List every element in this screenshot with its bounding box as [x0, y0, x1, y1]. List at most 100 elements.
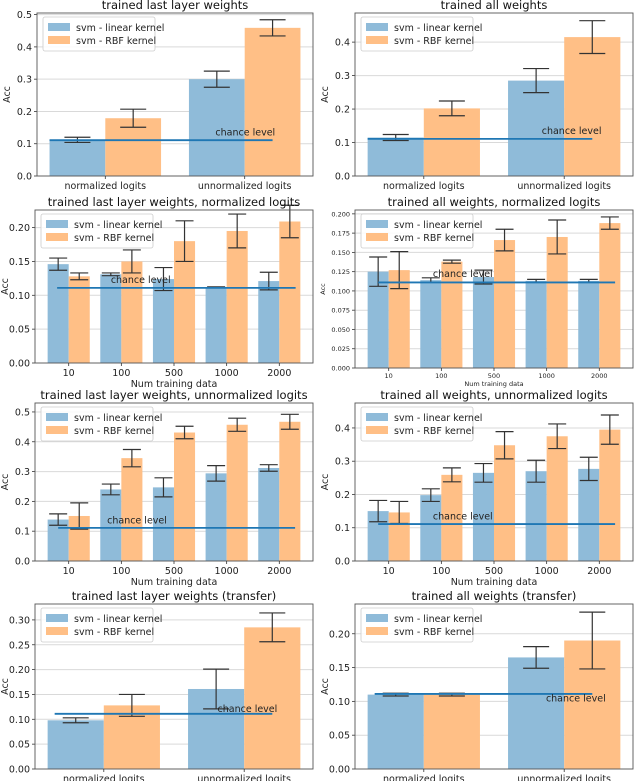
error-bar: [228, 417, 247, 432]
legend-label: svm - linear kernel: [394, 220, 482, 231]
ytick-label: 0.200: [331, 210, 350, 218]
linear-bar: [47, 519, 69, 561]
ytick-label: 0.2: [335, 490, 350, 501]
ytick-label: 0.075: [331, 307, 350, 315]
panel-5: 0.0 0.1 0.2 0.3 0.4 chance level 10 100 500 1000 2…: [320, 388, 634, 588]
legend-label: svm - linear kernel: [394, 23, 482, 34]
legend: svm - linear kernel svm - RBF kernel: [360, 406, 482, 442]
error-bar: [175, 425, 194, 440]
ytick-label: 0.2: [15, 497, 30, 508]
y-axis-label: Acc: [0, 678, 11, 695]
error-bar: [280, 413, 299, 430]
rbf-bar: [564, 37, 621, 176]
xtick-label: 500: [488, 372, 500, 380]
ytick-label: 0.4: [335, 423, 350, 434]
xtick-label: normalized logits: [383, 181, 465, 192]
xtick-label: 10: [63, 368, 75, 379]
xtick-label: 100: [112, 566, 130, 577]
ytick-label: 0.10: [9, 715, 30, 726]
xtick-label: unnormalized logits: [197, 774, 291, 781]
rbf-bar: [441, 261, 463, 368]
xtick-label: 1000: [535, 566, 559, 577]
legend: svm - linear kernel svm - RBF kernel: [40, 406, 162, 442]
ytick-label: 0.15: [9, 690, 30, 701]
legend-swatch-rbf: [48, 36, 70, 44]
chart-title: trained last layer weights, unnormalized…: [40, 388, 307, 402]
ytick-label: 0.5: [17, 10, 32, 21]
ytick-label: 0.20: [9, 223, 30, 234]
legend-label: svm - linear kernel: [76, 23, 164, 34]
legend-label: svm - linear kernel: [74, 614, 162, 625]
chart-title: trained last layer weights: [102, 0, 248, 12]
rbf-bar: [423, 694, 480, 769]
error-bar: [280, 204, 299, 239]
chance-level-label: chance level: [111, 275, 171, 286]
legend-label: svm - linear kernel: [74, 413, 162, 424]
xtick-label: unnormalized logits: [517, 181, 611, 192]
ytick-label: 0.1: [17, 139, 32, 150]
rbf-bar: [546, 236, 568, 368]
error-bar: [120, 108, 147, 128]
ytick-label: 0.05: [329, 731, 350, 742]
error-bar: [259, 19, 286, 37]
ytick-label: 0.1: [335, 523, 350, 534]
rbf-bar: [279, 421, 301, 561]
error-bar: [579, 611, 606, 670]
error-bar: [523, 67, 550, 94]
error-bar: [548, 423, 567, 450]
rbf-bar: [68, 276, 90, 363]
ytick-label: 0.10: [9, 291, 30, 302]
xtick-label: unnormalized logits: [198, 181, 292, 192]
chart-title: trained all weights (transfer): [412, 589, 577, 603]
error-bar: [70, 272, 89, 281]
error-bar: [101, 272, 120, 277]
ytick-label: 0.00: [329, 765, 350, 776]
ytick-label: 0.0: [15, 557, 30, 568]
panel-2: 0.00 0.05 0.10 0.15 0.20 chance level 10 100 500…: [0, 195, 314, 390]
ytick-label: 0.05: [9, 325, 30, 336]
xtick-label: unnormalized logits: [517, 774, 611, 781]
chart-title: trained last layer weights, normalized l…: [48, 195, 301, 209]
legend-label: svm - linear kernel: [394, 614, 482, 625]
ytick-label: 0.00: [9, 359, 30, 370]
rbf-bar: [244, 27, 301, 177]
error-bar: [70, 502, 89, 530]
ytick-label: 0.1: [335, 138, 350, 149]
linear-bar: [152, 279, 174, 363]
rbf-bar: [423, 108, 480, 176]
legend-swatch-linear: [366, 614, 388, 622]
legend-label: svm - linear kernel: [394, 413, 482, 424]
error-bar: [228, 213, 247, 249]
chart-title: trained last layer weights (transfer): [72, 589, 277, 603]
xtick-label: 2000: [267, 566, 291, 577]
linear-bar: [152, 487, 174, 561]
error-bar: [259, 612, 286, 643]
legend-box: [40, 406, 154, 442]
error-bar: [548, 219, 567, 255]
error-bar: [49, 513, 68, 526]
rbf-bar: [441, 474, 463, 561]
legend-label: svm - RBF kernel: [74, 426, 154, 437]
error-bar: [62, 717, 89, 724]
xtick-label: normalized logits: [383, 774, 465, 781]
ytick-label: 0.00: [9, 765, 30, 776]
chance-level-label: chance level: [542, 126, 602, 137]
legend-swatch-linear: [366, 23, 388, 31]
xtick-label: 500: [165, 368, 183, 379]
ytick-label: 0.05: [9, 740, 30, 751]
legend-box: [40, 607, 154, 643]
ytick-label: 0.25: [9, 640, 30, 651]
chance-level-label: chance level: [215, 128, 275, 139]
legend-swatch-linear: [48, 23, 70, 31]
chance-level-label: chance level: [107, 516, 167, 527]
error-bar: [495, 431, 514, 460]
error-bar: [154, 266, 173, 292]
y-axis-label: Acc: [320, 678, 331, 695]
xtick-label: 2000: [587, 566, 611, 577]
linear-bar: [578, 468, 600, 561]
error-bar: [438, 100, 465, 117]
legend-swatch-rbf: [46, 627, 68, 635]
error-bar: [259, 271, 278, 291]
linear-bar: [367, 271, 389, 368]
error-bar: [495, 228, 514, 252]
